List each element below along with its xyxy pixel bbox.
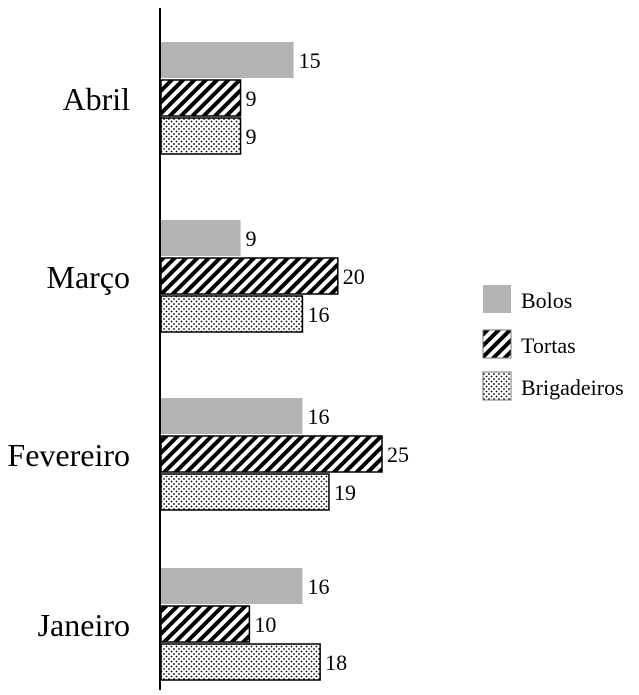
bar-tortas-fevereiro [160,435,383,473]
bar-bolos-fevereiro [161,398,303,434]
value-label-tortas-abril: 9 [246,86,257,111]
value-label-tortas-janeiro: 10 [254,612,276,637]
bar-tortas-janeiro [160,605,251,643]
bar-brigadeiros-abril [160,117,242,155]
category-label-0: Abril [62,81,130,117]
bar-tortas-março [160,257,339,295]
value-label-brigadeiros-janeiro: 18 [325,650,347,675]
bar-brigadeiros-março [160,295,304,333]
bars-group: 15 9 9 9 20 16 16 25 19 16 10 18 [160,42,409,681]
bar-bolos-abril [161,42,294,78]
value-label-bolos-fevereiro: 16 [307,404,329,429]
bar-brigadeiros-fevereiro [160,473,330,511]
legend-label-brigadeiros: Brigadeiros [521,375,624,400]
value-label-tortas-março: 20 [343,264,365,289]
legend-swatch-bolos [483,285,511,313]
category-label-3: Janeiro [38,607,130,643]
legend: Bolos Tortas Brigadeiros [482,285,624,401]
value-label-tortas-fevereiro: 25 [387,442,409,467]
value-label-bolos-abril: 15 [299,48,321,73]
legend-label-bolos: Bolos [521,288,572,313]
category-label-1: Março [46,259,130,295]
value-label-bolos-março: 9 [246,226,257,251]
value-label-bolos-janeiro: 16 [307,574,329,599]
category-labels: Abril Março Fevereiro Janeiro [7,81,130,643]
value-label-brigadeiros-março: 16 [307,302,329,327]
value-label-brigadeiros-abril: 9 [246,124,257,149]
legend-swatch-brigadeiros [482,371,512,401]
bar-tortas-abril [160,79,242,117]
bar-bolos-janeiro [161,568,303,604]
category-label-2: Fevereiro [7,437,130,473]
bar-bolos-março [161,220,241,256]
legend-label-tortas: Tortas [521,333,576,358]
bar-brigadeiros-janeiro [160,643,321,681]
legend-swatch-tortas [482,329,512,359]
value-label-brigadeiros-fevereiro: 19 [334,480,356,505]
